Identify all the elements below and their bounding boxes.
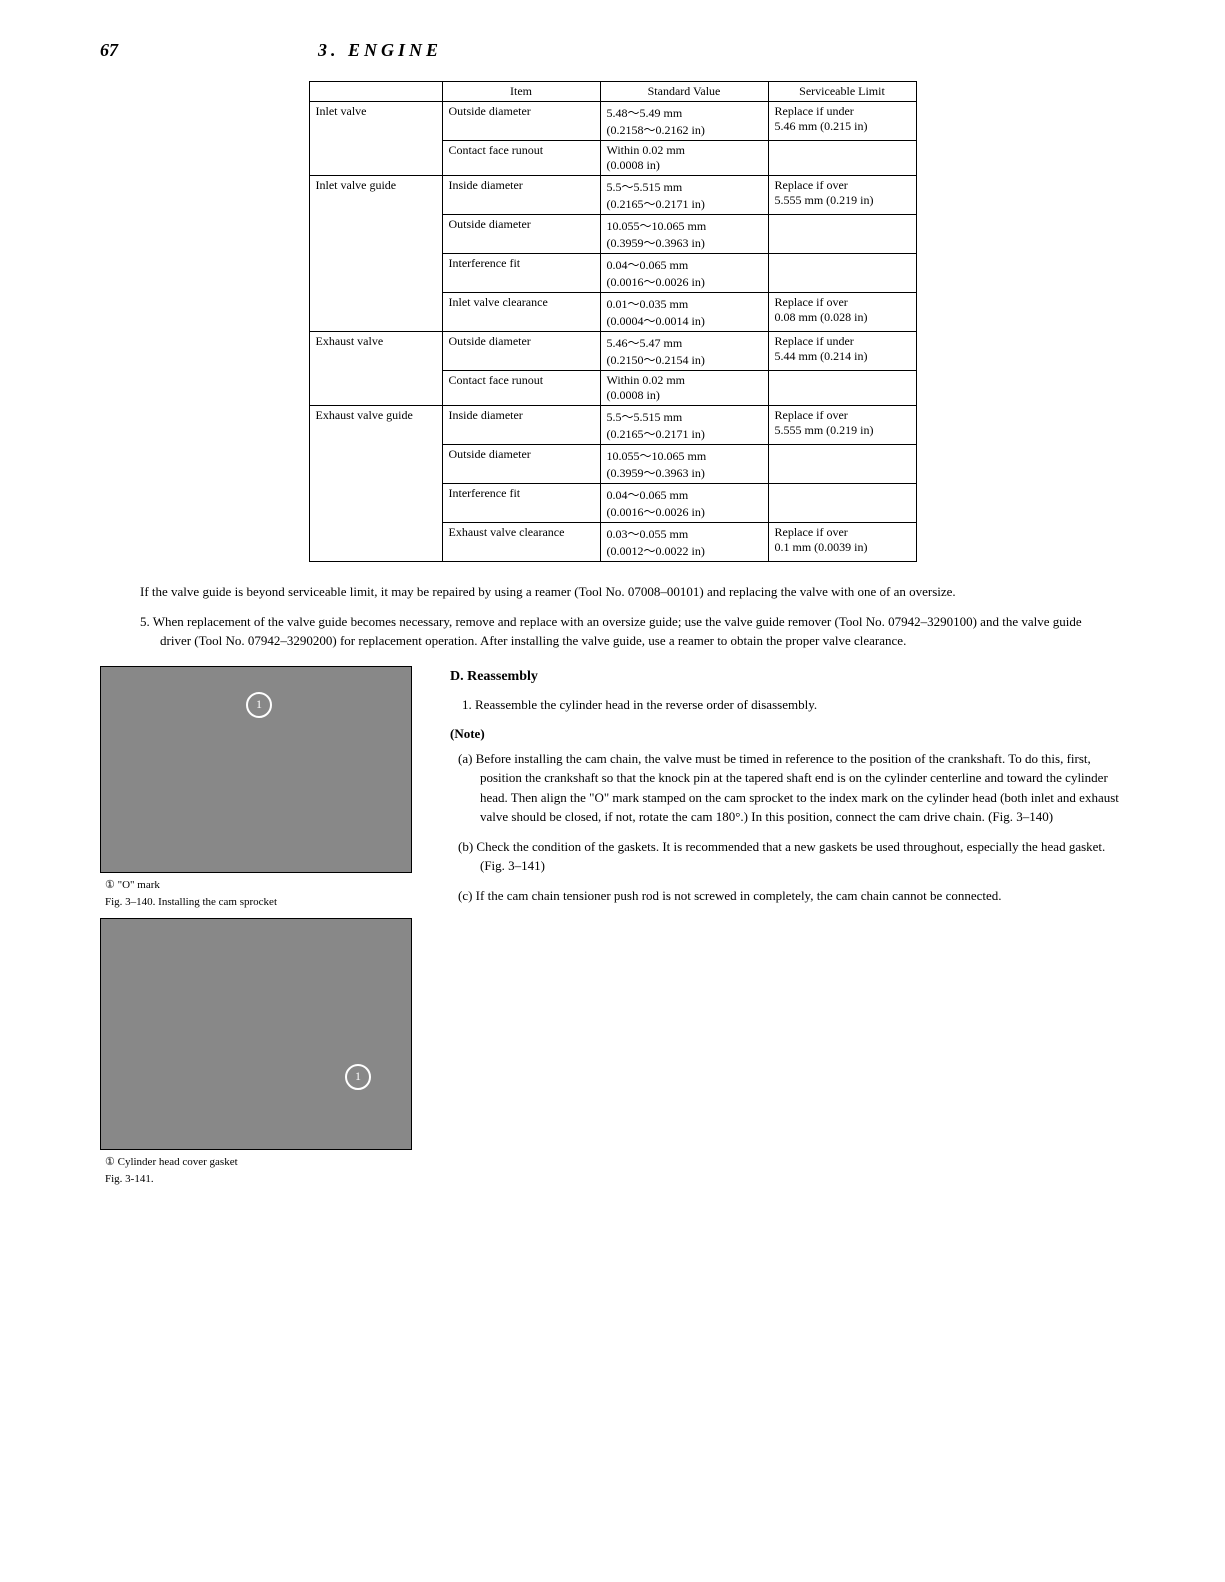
item-cell: Outside diameter	[442, 332, 600, 371]
left-column: 1 ① "O" mark Fig. 3–140. Installing the …	[100, 666, 420, 1185]
reassembly-title: D. Reassembly	[450, 666, 1125, 687]
marker-1-b: 1	[345, 1064, 371, 1090]
note-a: (a) Before installing the cam chain, the…	[450, 749, 1125, 827]
th-item: Item	[442, 82, 600, 102]
item-cell: Interference fit	[442, 484, 600, 523]
item-cell: Inlet valve clearance	[442, 293, 600, 332]
limit-cell	[768, 371, 916, 406]
spec-table: Item Standard Value Serviceable Limit In…	[309, 81, 917, 562]
paragraph-1: If the valve guide is beyond serviceable…	[140, 582, 1085, 602]
item-cell: Inside diameter	[442, 406, 600, 445]
limit-cell	[768, 254, 916, 293]
limit-cell: Replace if over 5.555 mm (0.219 in)	[768, 406, 916, 445]
th-std: Standard Value	[600, 82, 768, 102]
right-column: D. Reassembly 1. Reassemble the cylinder…	[450, 666, 1125, 1185]
std-cell: 5.5～5.515 mm (0.2165～0.2171 in)	[600, 176, 768, 215]
th-blank	[309, 82, 442, 102]
item-cell: Contact face runout	[442, 371, 600, 406]
two-column-layout: 1 ① "O" mark Fig. 3–140. Installing the …	[100, 666, 1125, 1185]
fig140-caption: Fig. 3–140. Installing the cam sprocket	[105, 896, 420, 908]
item-cell: Outside diameter	[442, 215, 600, 254]
note-label: (Note)	[450, 724, 1125, 744]
fig141-caption: Fig. 3-141.	[105, 1173, 420, 1185]
item-cell: Outside diameter	[442, 445, 600, 484]
note-b: (b) Check the condition of the gaskets. …	[450, 837, 1125, 876]
table-row: Exhaust valve guideInside diameter5.5～5.…	[309, 406, 916, 445]
limit-cell: Replace if over 0.08 mm (0.028 in)	[768, 293, 916, 332]
item-cell: Interference fit	[442, 254, 600, 293]
figure-3-141: 1	[100, 918, 412, 1150]
std-cell: Within 0.02 mm (0.0008 in)	[600, 141, 768, 176]
std-cell: 0.01～0.035 mm (0.0004～0.0014 in)	[600, 293, 768, 332]
item-cell: Outside diameter	[442, 102, 600, 141]
limit-cell	[768, 484, 916, 523]
marker-1: 1	[246, 692, 272, 718]
std-cell: 0.04～0.065 mm (0.0016～0.0026 in)	[600, 254, 768, 293]
reassembly-step-1: 1. Reassemble the cylinder head in the r…	[450, 695, 1125, 715]
std-cell: 10.055～10.065 mm (0.3959～0.3963 in)	[600, 215, 768, 254]
table-row: Exhaust valveOutside diameter5.46～5.47 m…	[309, 332, 916, 371]
std-cell: 0.04～0.065 mm (0.0016～0.0026 in)	[600, 484, 768, 523]
limit-cell: Replace if under 5.46 mm (0.215 in)	[768, 102, 916, 141]
std-cell: 0.03～0.055 mm (0.0012～0.0022 in)	[600, 523, 768, 562]
limit-cell	[768, 445, 916, 484]
figure-3-140: 1	[100, 666, 412, 873]
table-row: Inlet valve guideInside diameter5.5～5.51…	[309, 176, 916, 215]
table-row: Inlet valveOutside diameter5.48～5.49 mm …	[309, 102, 916, 141]
item-cell: Exhaust valve clearance	[442, 523, 600, 562]
fig141-marker: ① Cylinder head cover gasket	[105, 1155, 420, 1168]
paragraph-2: 5. When replacement of the valve guide b…	[140, 612, 1085, 651]
section-title: 3. ENGINE	[318, 40, 442, 61]
limit-cell: Replace if over 5.555 mm (0.219 in)	[768, 176, 916, 215]
page-header: 67 3. ENGINE	[100, 40, 1125, 61]
note-c: (c) If the cam chain tensioner push rod …	[450, 886, 1125, 906]
page-number: 67	[100, 40, 118, 61]
std-cell: Within 0.02 mm (0.0008 in)	[600, 371, 768, 406]
fig140-marker: ① "O" mark	[105, 878, 420, 891]
group-cell: Exhaust valve	[309, 332, 442, 406]
std-cell: 5.5～5.515 mm (0.2165～0.2171 in)	[600, 406, 768, 445]
limit-cell	[768, 141, 916, 176]
std-cell: 10.055～10.065 mm (0.3959～0.3963 in)	[600, 445, 768, 484]
item-cell: Inside diameter	[442, 176, 600, 215]
th-limit: Serviceable Limit	[768, 82, 916, 102]
item-cell: Contact face runout	[442, 141, 600, 176]
std-cell: 5.48～5.49 mm (0.2158～0.2162 in)	[600, 102, 768, 141]
std-cell: 5.46～5.47 mm (0.2150～0.2154 in)	[600, 332, 768, 371]
limit-cell	[768, 215, 916, 254]
group-cell: Inlet valve	[309, 102, 442, 176]
group-cell: Exhaust valve guide	[309, 406, 442, 562]
limit-cell: Replace if under 5.44 mm (0.214 in)	[768, 332, 916, 371]
limit-cell: Replace if over 0.1 mm (0.0039 in)	[768, 523, 916, 562]
group-cell: Inlet valve guide	[309, 176, 442, 332]
